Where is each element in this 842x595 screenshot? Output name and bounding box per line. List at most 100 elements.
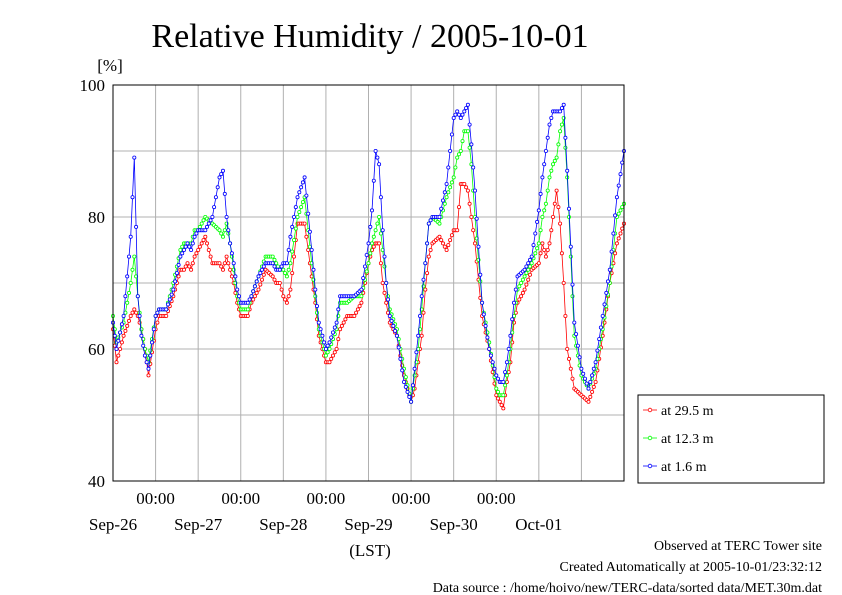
- data-point: [371, 244, 376, 249]
- data-point: [313, 287, 318, 292]
- data-point: [448, 185, 453, 190]
- data-point: [439, 238, 444, 243]
- data-point: [142, 353, 147, 358]
- footer-created: Created Automatically at 2005-10-01/23:3…: [560, 560, 822, 575]
- data-point: [366, 241, 371, 246]
- data-point: [127, 290, 132, 295]
- data-point: [588, 394, 593, 399]
- data-point: [329, 335, 334, 340]
- data-point: [421, 277, 426, 282]
- data-point: [146, 373, 151, 378]
- data-point: [183, 264, 188, 269]
- data-point: [252, 284, 257, 289]
- data-point: [549, 116, 554, 121]
- data-point: [259, 277, 264, 282]
- data-point: [332, 350, 337, 355]
- data-point: [542, 247, 547, 252]
- data-point: [481, 312, 486, 317]
- chart-title: Relative Humidity / 2005-10-01: [151, 18, 588, 55]
- data-point: [247, 297, 252, 302]
- data-point: [456, 112, 461, 117]
- data-point: [437, 214, 442, 219]
- data-point: [614, 195, 619, 200]
- data-point: [121, 333, 126, 338]
- data-point: [222, 228, 227, 233]
- data-point: [540, 214, 545, 219]
- data-point: [488, 353, 493, 358]
- data-point: [275, 264, 280, 269]
- data-point: [462, 109, 467, 114]
- data-point: [192, 234, 197, 239]
- data-point: [352, 313, 357, 318]
- data-point: [256, 287, 261, 292]
- data-point: [112, 333, 117, 338]
- data-point: [151, 327, 156, 332]
- data-point: [503, 370, 508, 375]
- data-point: [368, 251, 373, 256]
- data-point: [613, 251, 618, 256]
- data-point: [540, 241, 545, 246]
- data-point: [451, 175, 456, 180]
- data-point: [323, 346, 328, 351]
- data-point: [536, 261, 541, 266]
- data-point: [226, 261, 231, 266]
- data-point: [558, 221, 563, 226]
- data-point: [210, 214, 215, 219]
- data-point: [425, 241, 430, 246]
- data-point: [127, 254, 132, 259]
- data-point: [412, 366, 417, 371]
- data-point: [437, 221, 442, 226]
- data-point: [277, 280, 282, 285]
- data-point: [501, 393, 506, 398]
- data-point: [229, 274, 234, 279]
- data-point: [300, 200, 305, 205]
- data-point: [226, 228, 231, 233]
- data-point: [528, 272, 533, 277]
- data-point: [426, 221, 431, 226]
- data-point: [567, 356, 572, 361]
- data-point: [602, 302, 607, 307]
- data-point: [293, 205, 298, 210]
- data-point: [245, 300, 250, 305]
- data-point: [503, 383, 508, 388]
- data-point: [325, 343, 330, 348]
- data-point: [471, 228, 476, 233]
- data-point: [529, 254, 534, 259]
- data-point: [591, 366, 596, 371]
- data-point: [134, 310, 139, 315]
- data-point: [176, 274, 181, 279]
- data-point: [453, 112, 458, 117]
- data-point: [220, 267, 225, 272]
- data-point: [199, 221, 204, 226]
- x-time-label: 00:00: [136, 489, 175, 508]
- data-point: [549, 168, 554, 173]
- data-point: [309, 247, 314, 252]
- data-point: [588, 379, 593, 384]
- data-point: [155, 320, 160, 325]
- data-point: [322, 340, 327, 345]
- data-point: [517, 297, 522, 302]
- data-point: [377, 214, 382, 219]
- data-point: [504, 360, 509, 365]
- data-point: [442, 244, 447, 249]
- data-point: [123, 294, 128, 299]
- data-point: [380, 228, 385, 233]
- data-point: [279, 264, 284, 269]
- data-point: [178, 247, 183, 252]
- data-point: [499, 403, 504, 408]
- data-point: [306, 211, 311, 216]
- data-point: [528, 257, 533, 262]
- data-point: [522, 267, 527, 272]
- data-point: [323, 353, 328, 358]
- data-point: [123, 328, 128, 333]
- data-point: [375, 221, 380, 226]
- data-point: [501, 406, 506, 411]
- data-point: [598, 325, 603, 330]
- data-point: [593, 360, 598, 365]
- data-point: [128, 234, 133, 239]
- data-point: [590, 373, 595, 378]
- data-point: [497, 399, 502, 404]
- data-point: [524, 282, 529, 287]
- x-time-label: 00:00: [307, 489, 346, 508]
